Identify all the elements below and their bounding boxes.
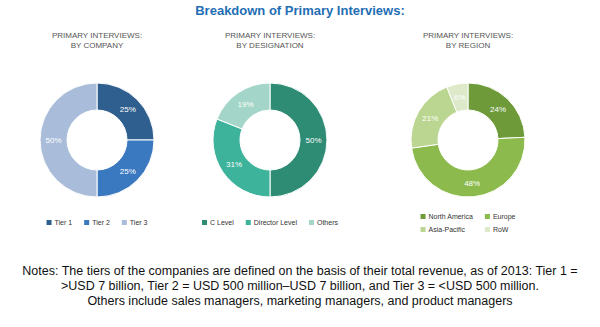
donut-slice bbox=[468, 83, 525, 139]
data-label: 19% bbox=[238, 100, 254, 109]
legend-item: Director Level bbox=[246, 219, 298, 226]
data-label: 25% bbox=[120, 167, 136, 176]
data-label: 50% bbox=[45, 136, 61, 145]
legend-item: Europe bbox=[485, 213, 516, 221]
chart-subtitle: BY REGION bbox=[446, 41, 491, 50]
donut-slice bbox=[447, 83, 468, 112]
donut-slice bbox=[412, 137, 525, 197]
legend-item: Tier 1 bbox=[47, 219, 73, 226]
data-label: 25% bbox=[120, 105, 136, 114]
legend-swatch bbox=[421, 227, 426, 232]
donut-slice bbox=[97, 83, 154, 140]
legend-label: Tier 1 bbox=[55, 219, 73, 226]
notes: Notes: The tiers of the companies are de… bbox=[8, 264, 592, 309]
legend: North America Europe Asia-Pacific RoW bbox=[421, 213, 516, 233]
data-label: 48% bbox=[464, 179, 480, 188]
data-label: 21% bbox=[422, 114, 438, 123]
legend-label: Others bbox=[317, 219, 339, 226]
donut-slice bbox=[97, 140, 154, 197]
legend-label: Europe bbox=[493, 213, 516, 221]
legend-item: Others bbox=[309, 219, 339, 226]
donut-chart: PRIMARY INTERVIEWS:BY DESIGNATION 50% 31% 1… bbox=[202, 31, 338, 226]
page: Breakdown of Primary Interviews: PRIMARY … bbox=[0, 0, 600, 327]
legend-item: Asia-Pacific bbox=[421, 226, 466, 233]
donut-chart: PRIMARY INTERVIEWS:BY COMPANY 25% 25% 50% Ti… bbox=[40, 31, 154, 226]
legend-label: C Level bbox=[210, 219, 234, 226]
charts: Breakdown of Primary Interviews: PRIMARY … bbox=[0, 0, 600, 262]
legend: C Level Director Level Others bbox=[202, 219, 338, 226]
legend-swatch bbox=[122, 220, 127, 225]
legend-item: Tier 2 bbox=[84, 219, 110, 226]
data-label: 6% bbox=[454, 93, 466, 102]
chart-title: PRIMARY INTERVIEWS: bbox=[423, 31, 513, 40]
legend-swatch bbox=[309, 220, 314, 225]
legend-label: Director Level bbox=[254, 219, 298, 226]
legend-item: RoW bbox=[485, 226, 509, 233]
donut-slice bbox=[213, 119, 270, 197]
data-label: 31% bbox=[226, 160, 242, 169]
legend-item: Tier 3 bbox=[122, 219, 148, 226]
chart-subtitle: BY DESIGNATION bbox=[236, 41, 303, 50]
legend-swatch bbox=[47, 220, 52, 225]
legend-swatch bbox=[84, 220, 89, 225]
chart-title: PRIMARY INTERVIEWS: bbox=[225, 31, 315, 40]
note: Notes: The tiers of the companies are de… bbox=[8, 264, 592, 294]
chart-subtitle: BY COMPANY bbox=[71, 41, 124, 50]
legend-label: Tier 3 bbox=[130, 219, 148, 226]
legend: Tier 1 Tier 2 Tier 3 bbox=[47, 219, 148, 226]
legend-swatch bbox=[485, 227, 490, 232]
donut-slice bbox=[270, 83, 327, 197]
legend-swatch bbox=[246, 220, 251, 225]
legend-item: C Level bbox=[202, 219, 234, 226]
chart-title: PRIMARY INTERVIEWS: bbox=[52, 31, 142, 40]
data-label: 24% bbox=[490, 105, 506, 114]
data-label: 50% bbox=[305, 136, 321, 145]
legend-label: Asia-Pacific bbox=[429, 226, 466, 233]
donut-slice bbox=[217, 83, 270, 129]
legend-item: North America bbox=[421, 213, 473, 220]
legend-label: RoW bbox=[493, 226, 509, 233]
page-title: Breakdown of Primary Interviews: bbox=[195, 3, 405, 18]
donut-slice bbox=[40, 83, 97, 197]
legend-label: North America bbox=[429, 213, 473, 220]
legend-swatch bbox=[485, 214, 490, 219]
legend-label: Tier 2 bbox=[92, 219, 110, 226]
legend-swatch bbox=[421, 214, 426, 219]
note: Others include sales managers, marketing… bbox=[8, 294, 592, 309]
legend-swatch bbox=[202, 220, 207, 225]
donut-chart: PRIMARY INTERVIEWS:BY REGION 24% 48% 21% 6% N… bbox=[411, 31, 525, 233]
